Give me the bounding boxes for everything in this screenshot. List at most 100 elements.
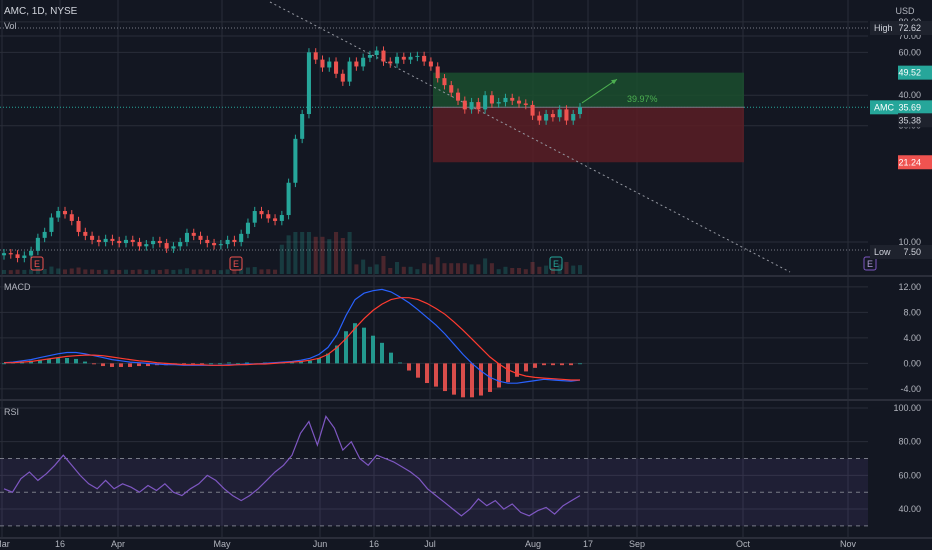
candle-body[interactable] bbox=[218, 244, 223, 246]
candle-body[interactable] bbox=[8, 253, 13, 255]
macd-histogram-bar bbox=[2, 363, 6, 365]
candle-body[interactable] bbox=[164, 243, 169, 249]
macd-pane[interactable] bbox=[2, 288, 582, 398]
candle-body[interactable] bbox=[42, 231, 47, 238]
candle-body[interactable] bbox=[408, 56, 413, 60]
macd-histogram-bar bbox=[353, 323, 357, 364]
candle-body[interactable] bbox=[395, 56, 400, 64]
candle-body[interactable] bbox=[435, 66, 440, 79]
earnings-marker-icon[interactable] bbox=[229, 256, 243, 271]
candle-body[interactable] bbox=[103, 238, 108, 242]
candle-body[interactable] bbox=[510, 97, 515, 101]
candle-body[interactable] bbox=[22, 255, 27, 258]
candle-body[interactable] bbox=[191, 232, 196, 236]
candle-body[interactable] bbox=[577, 107, 583, 115]
candle-body[interactable] bbox=[449, 85, 454, 93]
candle-body[interactable] bbox=[137, 242, 142, 247]
candle-body[interactable] bbox=[1, 253, 7, 256]
candle-body[interactable] bbox=[49, 217, 54, 232]
candle-body[interactable] bbox=[374, 50, 379, 55]
candle-body[interactable] bbox=[503, 97, 508, 103]
candle-body[interactable] bbox=[530, 104, 535, 116]
volume-bar bbox=[286, 235, 291, 274]
candle-body[interactable] bbox=[144, 244, 149, 247]
candle-body[interactable] bbox=[496, 102, 501, 104]
candle-body[interactable] bbox=[157, 240, 162, 244]
candle-body[interactable] bbox=[130, 239, 135, 242]
candle-body[interactable] bbox=[35, 237, 40, 251]
candle-body[interactable] bbox=[96, 239, 101, 242]
candle-body[interactable] bbox=[516, 100, 522, 104]
candle-body[interactable] bbox=[537, 115, 542, 121]
candle-body[interactable] bbox=[266, 214, 271, 219]
candle-body[interactable] bbox=[83, 231, 88, 236]
candle-body[interactable] bbox=[151, 240, 156, 245]
candle-body[interactable] bbox=[544, 114, 549, 121]
candle-body[interactable] bbox=[286, 182, 291, 216]
earnings-marker-icon[interactable] bbox=[549, 256, 563, 271]
candle-body[interactable] bbox=[340, 73, 345, 82]
candle-body[interactable] bbox=[334, 61, 339, 74]
candle-body[interactable] bbox=[69, 214, 74, 221]
candle-body[interactable] bbox=[550, 114, 555, 118]
candle-body[interactable] bbox=[422, 55, 427, 62]
candle-body[interactable] bbox=[415, 55, 420, 57]
candle-body[interactable] bbox=[455, 92, 461, 101]
candle-body[interactable] bbox=[110, 238, 115, 241]
candle-body[interactable] bbox=[184, 232, 189, 242]
candle-body[interactable] bbox=[327, 61, 332, 68]
earnings-marker-icon[interactable] bbox=[30, 256, 44, 271]
candle-body[interactable] bbox=[198, 235, 203, 240]
candle-body[interactable] bbox=[273, 218, 278, 221]
candle-body[interactable] bbox=[367, 54, 372, 58]
rsi-line[interactable] bbox=[3, 415, 581, 517]
candle-body[interactable] bbox=[56, 211, 61, 218]
candle-body[interactable] bbox=[354, 61, 359, 67]
candle-body[interactable] bbox=[361, 57, 366, 67]
candle-body[interactable] bbox=[178, 242, 183, 247]
candle-body[interactable] bbox=[212, 243, 217, 246]
candle-body[interactable] bbox=[428, 61, 433, 67]
candle-body[interactable] bbox=[225, 239, 230, 245]
candle-body[interactable] bbox=[171, 246, 176, 249]
rsi-pane[interactable] bbox=[0, 415, 868, 527]
signal-line[interactable] bbox=[4, 297, 580, 381]
candle-body[interactable] bbox=[313, 52, 318, 60]
candle-body[interactable] bbox=[462, 100, 467, 110]
candle-body[interactable] bbox=[476, 102, 481, 110]
candle-body[interactable] bbox=[232, 239, 237, 242]
candle-body[interactable] bbox=[469, 102, 474, 110]
candle-body[interactable] bbox=[320, 59, 325, 68]
candle-body[interactable] bbox=[76, 220, 81, 232]
candle-body[interactable] bbox=[557, 109, 562, 118]
candle-body[interactable] bbox=[388, 61, 393, 64]
candle-body[interactable] bbox=[442, 78, 447, 86]
candle-body[interactable] bbox=[117, 240, 122, 244]
candle-body[interactable] bbox=[123, 239, 129, 244]
candle-body[interactable] bbox=[381, 50, 386, 62]
candle-body[interactable] bbox=[293, 138, 298, 183]
candle-body[interactable] bbox=[15, 254, 20, 258]
candle-body[interactable] bbox=[483, 95, 488, 110]
candle-body[interactable] bbox=[245, 222, 250, 234]
candle-body[interactable] bbox=[347, 61, 352, 82]
risk-reward-zones[interactable] bbox=[433, 72, 744, 163]
candle-body[interactable] bbox=[279, 215, 284, 221]
candle-body[interactable] bbox=[239, 233, 244, 242]
candle-body[interactable] bbox=[523, 103, 528, 105]
candle-body[interactable] bbox=[564, 109, 569, 121]
candle-body[interactable] bbox=[401, 56, 406, 60]
stop-loss-zone[interactable] bbox=[433, 107, 744, 163]
candle-body[interactable] bbox=[29, 250, 34, 256]
candle-body[interactable] bbox=[489, 95, 494, 104]
candle-body[interactable] bbox=[571, 114, 576, 121]
candle-body[interactable] bbox=[306, 52, 311, 115]
candle-body[interactable] bbox=[259, 211, 264, 215]
candle-body[interactable] bbox=[300, 114, 305, 139]
candle-body[interactable] bbox=[62, 211, 68, 215]
candle-body[interactable] bbox=[252, 211, 257, 223]
candle-body[interactable] bbox=[90, 235, 95, 240]
candle-body[interactable] bbox=[205, 239, 210, 244]
candlestick-series[interactable] bbox=[1, 46, 583, 263]
